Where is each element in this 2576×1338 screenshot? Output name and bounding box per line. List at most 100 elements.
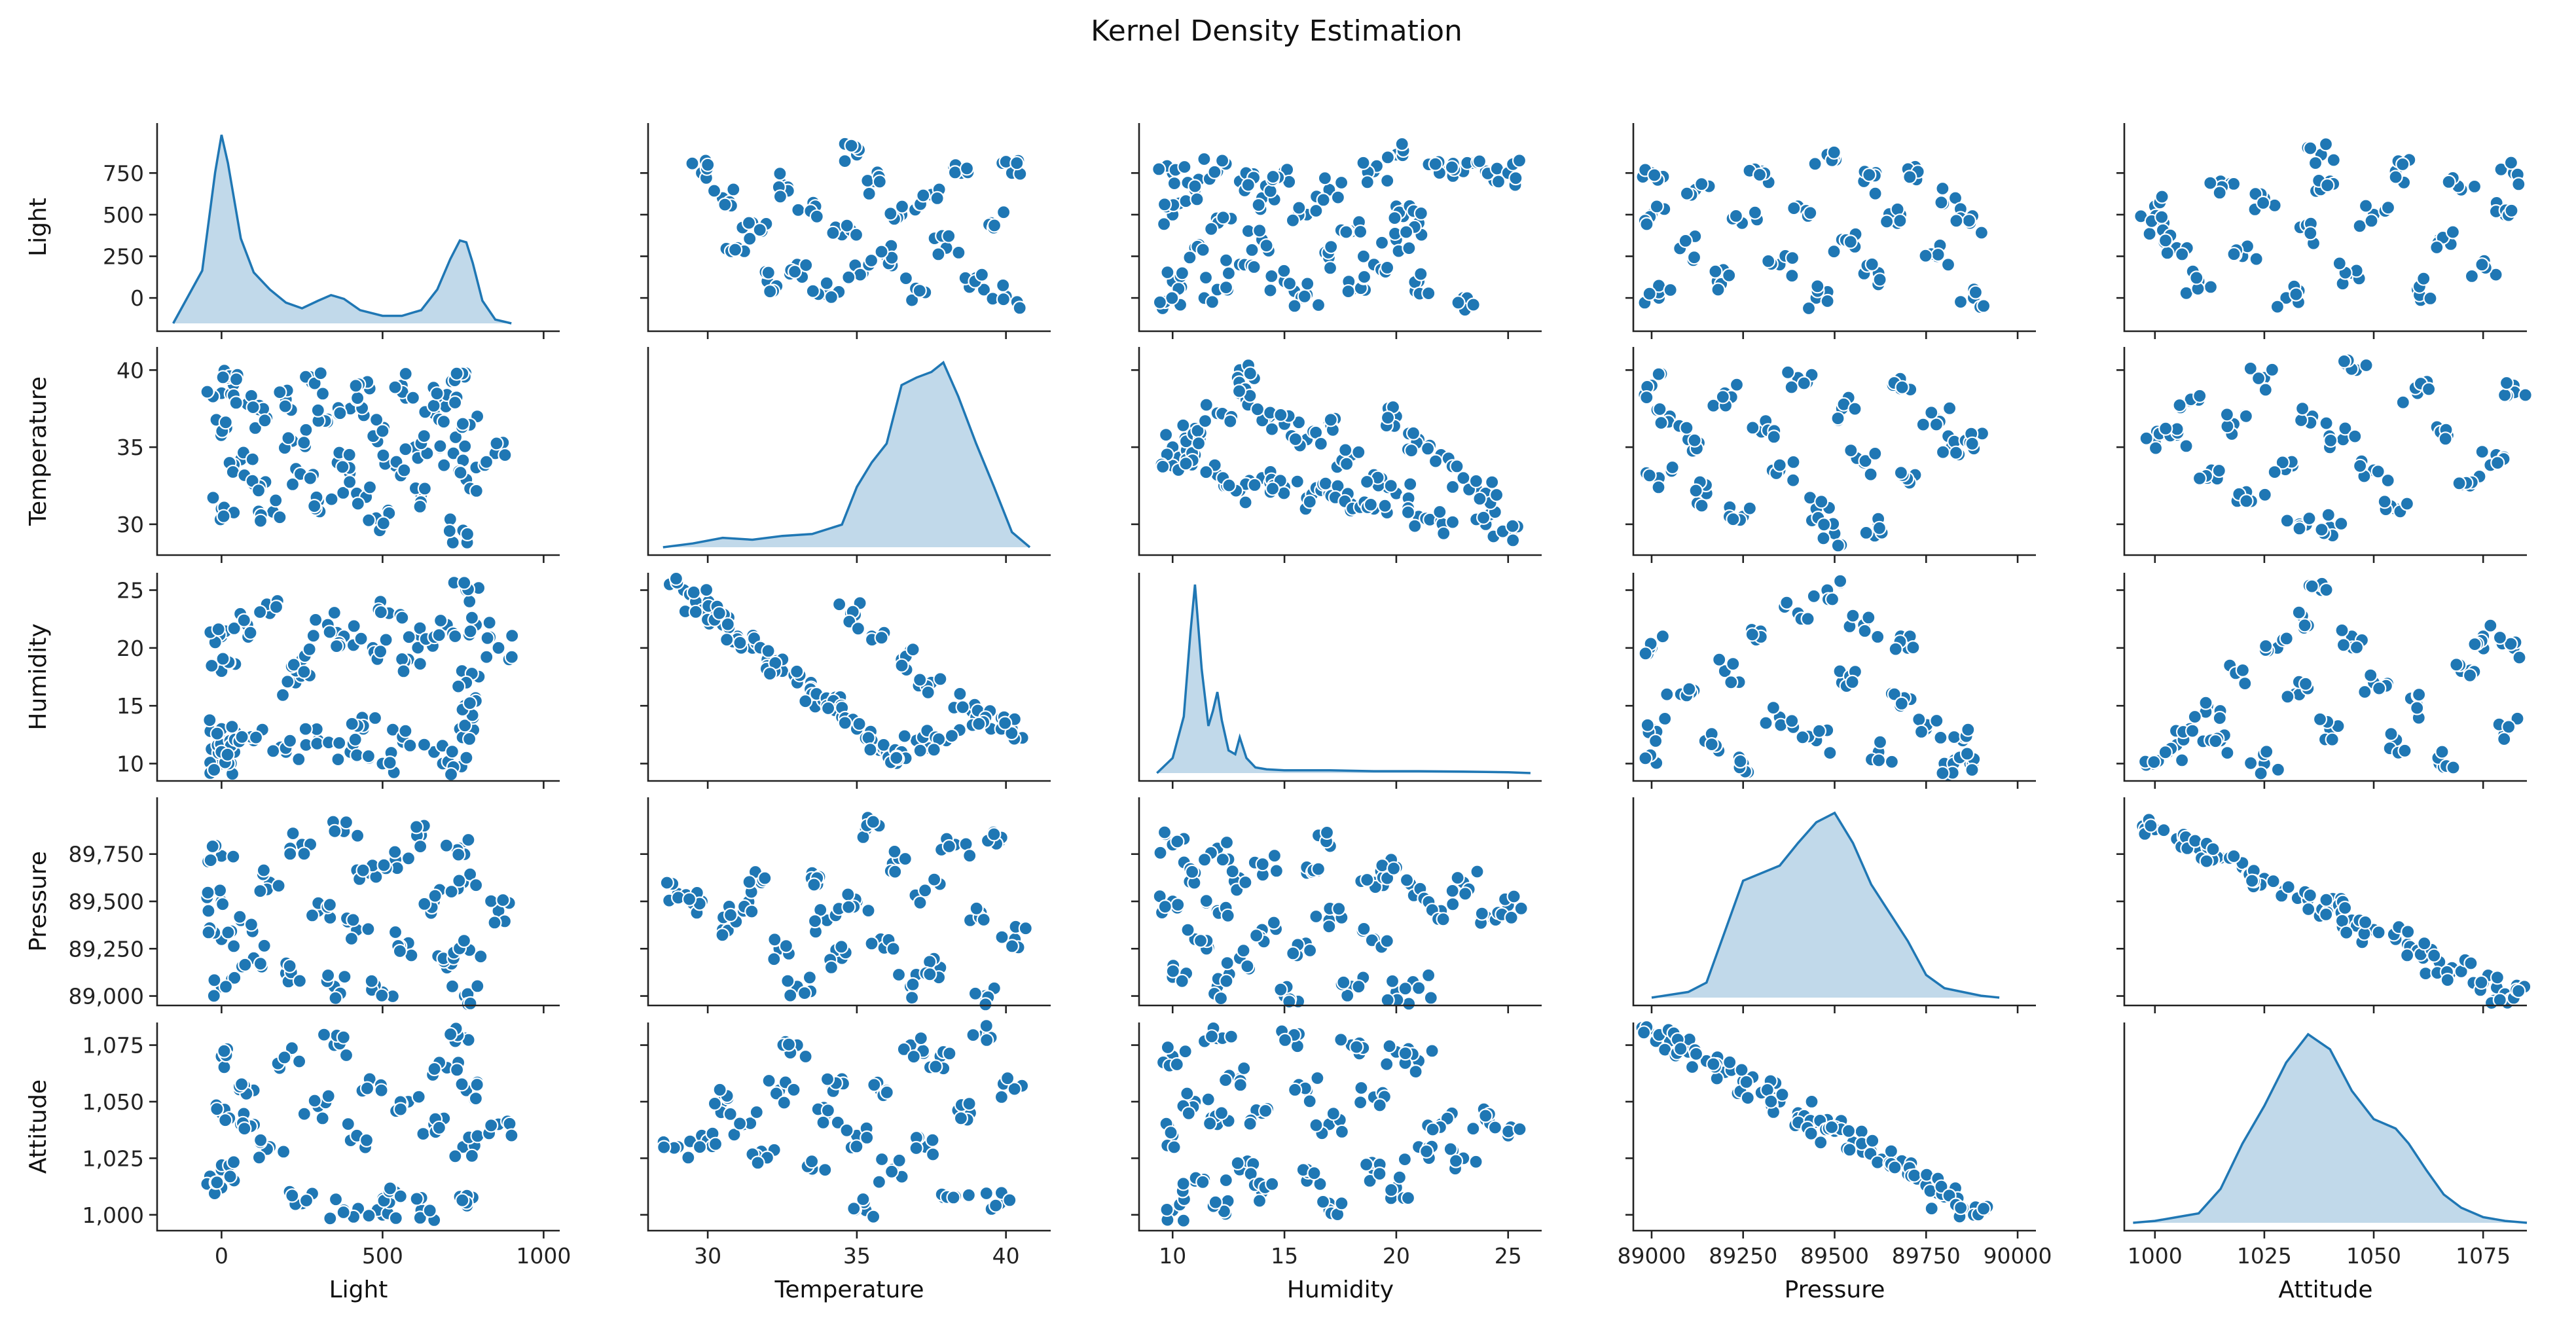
scatter-point bbox=[2377, 494, 2392, 509]
y-tick-label: 1,075 bbox=[82, 1033, 144, 1058]
scatter-point bbox=[442, 523, 457, 539]
kde-curve-light bbox=[172, 134, 512, 325]
scatter-point bbox=[926, 742, 941, 757]
scatter-point bbox=[1733, 753, 1748, 769]
scatter-point bbox=[841, 270, 856, 285]
scatter-point bbox=[298, 721, 313, 736]
scatter-point bbox=[1302, 494, 1317, 509]
scatter-point bbox=[1470, 864, 1485, 879]
scatter-point bbox=[217, 1060, 232, 1075]
scatter-point bbox=[762, 666, 778, 681]
scatter-point bbox=[462, 695, 477, 711]
scatter-point bbox=[2422, 382, 2437, 397]
scatter-point bbox=[228, 395, 244, 410]
scatter-point bbox=[2395, 156, 2410, 172]
scatter-point bbox=[1722, 268, 1737, 283]
scatter-point bbox=[1309, 203, 1324, 219]
scatter-point bbox=[1273, 982, 1288, 997]
scatter-point bbox=[375, 424, 390, 439]
scatter-point bbox=[1360, 175, 1375, 190]
scatter-point bbox=[1764, 1094, 1779, 1109]
scatter-point bbox=[203, 852, 218, 868]
scatter-point bbox=[333, 406, 348, 421]
scatter-point bbox=[1766, 429, 1781, 444]
scatter-point bbox=[429, 386, 444, 401]
scatter-point bbox=[2326, 153, 2341, 168]
scatter-point bbox=[2238, 676, 2253, 691]
scatter-point bbox=[2154, 189, 2169, 204]
scatter-point bbox=[2259, 638, 2274, 654]
scatter-point bbox=[1436, 526, 1451, 541]
scatter-point bbox=[1505, 518, 1520, 533]
panel-humidity-vs-temperature bbox=[640, 571, 1051, 789]
scatter-point bbox=[307, 1093, 322, 1108]
scatter-point bbox=[1810, 279, 1825, 294]
scatter-point bbox=[1170, 897, 1186, 913]
scatter-point bbox=[1178, 1044, 1193, 1059]
y-tick-label: 1,000 bbox=[82, 1202, 144, 1228]
scatter-point bbox=[681, 1150, 696, 1165]
scatter-point bbox=[1222, 478, 1237, 493]
scatter-point bbox=[1216, 210, 1231, 225]
scatter-point bbox=[2497, 731, 2512, 747]
scatter-point bbox=[1887, 1160, 1902, 1175]
scatter-point bbox=[1864, 257, 1879, 272]
scatter-point bbox=[1167, 1140, 1182, 1155]
scatter-point bbox=[2212, 710, 2227, 726]
scatter-point bbox=[931, 247, 946, 262]
scatter-point bbox=[1169, 1057, 1184, 1072]
scatter-point bbox=[1202, 1116, 1218, 1131]
scatter-point bbox=[236, 613, 251, 628]
scatter-point bbox=[955, 700, 970, 715]
scatter-point bbox=[1315, 1194, 1331, 1210]
scatter-point bbox=[2239, 494, 2254, 509]
scatter-point bbox=[1639, 389, 1654, 405]
x-axis-label-temperature: Temperature bbox=[774, 1276, 924, 1303]
scatter-point bbox=[807, 877, 822, 892]
scatter-point bbox=[820, 700, 836, 716]
scatter-point bbox=[2499, 375, 2514, 391]
scatter-point bbox=[787, 264, 803, 280]
scatter-point bbox=[1436, 912, 1451, 927]
scatter-point bbox=[336, 485, 351, 501]
panel-attitude-vs-humidity: 10 15 20 25 Humidity bbox=[1131, 1021, 1542, 1303]
panel-temperature-vs-attitude bbox=[2116, 347, 2533, 563]
scatter-point bbox=[1380, 150, 1395, 165]
scatter-point bbox=[1297, 289, 1312, 304]
scatter-point bbox=[1220, 955, 1235, 971]
axis-spine bbox=[2123, 797, 2527, 1007]
x-tick-label: 0 bbox=[215, 1243, 228, 1269]
scatter-point bbox=[837, 715, 852, 731]
scatter-point bbox=[715, 928, 730, 943]
scatter-point bbox=[355, 863, 371, 878]
scatter-point bbox=[1817, 517, 1832, 532]
scatter-point bbox=[253, 513, 268, 528]
scatter-point bbox=[496, 892, 511, 908]
scatter-point bbox=[1341, 284, 1356, 299]
scatter-point bbox=[772, 189, 788, 204]
scatter-point bbox=[266, 744, 281, 759]
scatter-point bbox=[469, 1077, 484, 1093]
scatter-point bbox=[462, 594, 477, 609]
scatter-point bbox=[1223, 414, 1238, 429]
scatter-point bbox=[228, 372, 244, 387]
scatter-point bbox=[275, 687, 291, 702]
scatter-point bbox=[1474, 906, 1489, 921]
scatter-point bbox=[741, 215, 757, 230]
scatter-point bbox=[346, 619, 361, 634]
scatter-point bbox=[1833, 573, 1848, 588]
axis-spine bbox=[1138, 123, 1542, 333]
scatter-point bbox=[1868, 186, 1883, 201]
scatter-point bbox=[1197, 852, 1212, 867]
scatter-point bbox=[2259, 744, 2274, 759]
scatter-point bbox=[344, 716, 359, 731]
scatter-point bbox=[1007, 1081, 1022, 1096]
scatter-point bbox=[1330, 190, 1346, 205]
scatter-point bbox=[1351, 979, 1366, 994]
scatter-point bbox=[1466, 297, 1481, 312]
scatter-point bbox=[1244, 242, 1260, 257]
scatter-point bbox=[1935, 444, 1951, 460]
scatter-point bbox=[692, 1140, 708, 1155]
scatter-point bbox=[1466, 1121, 1481, 1136]
scatter-point bbox=[2211, 463, 2226, 479]
